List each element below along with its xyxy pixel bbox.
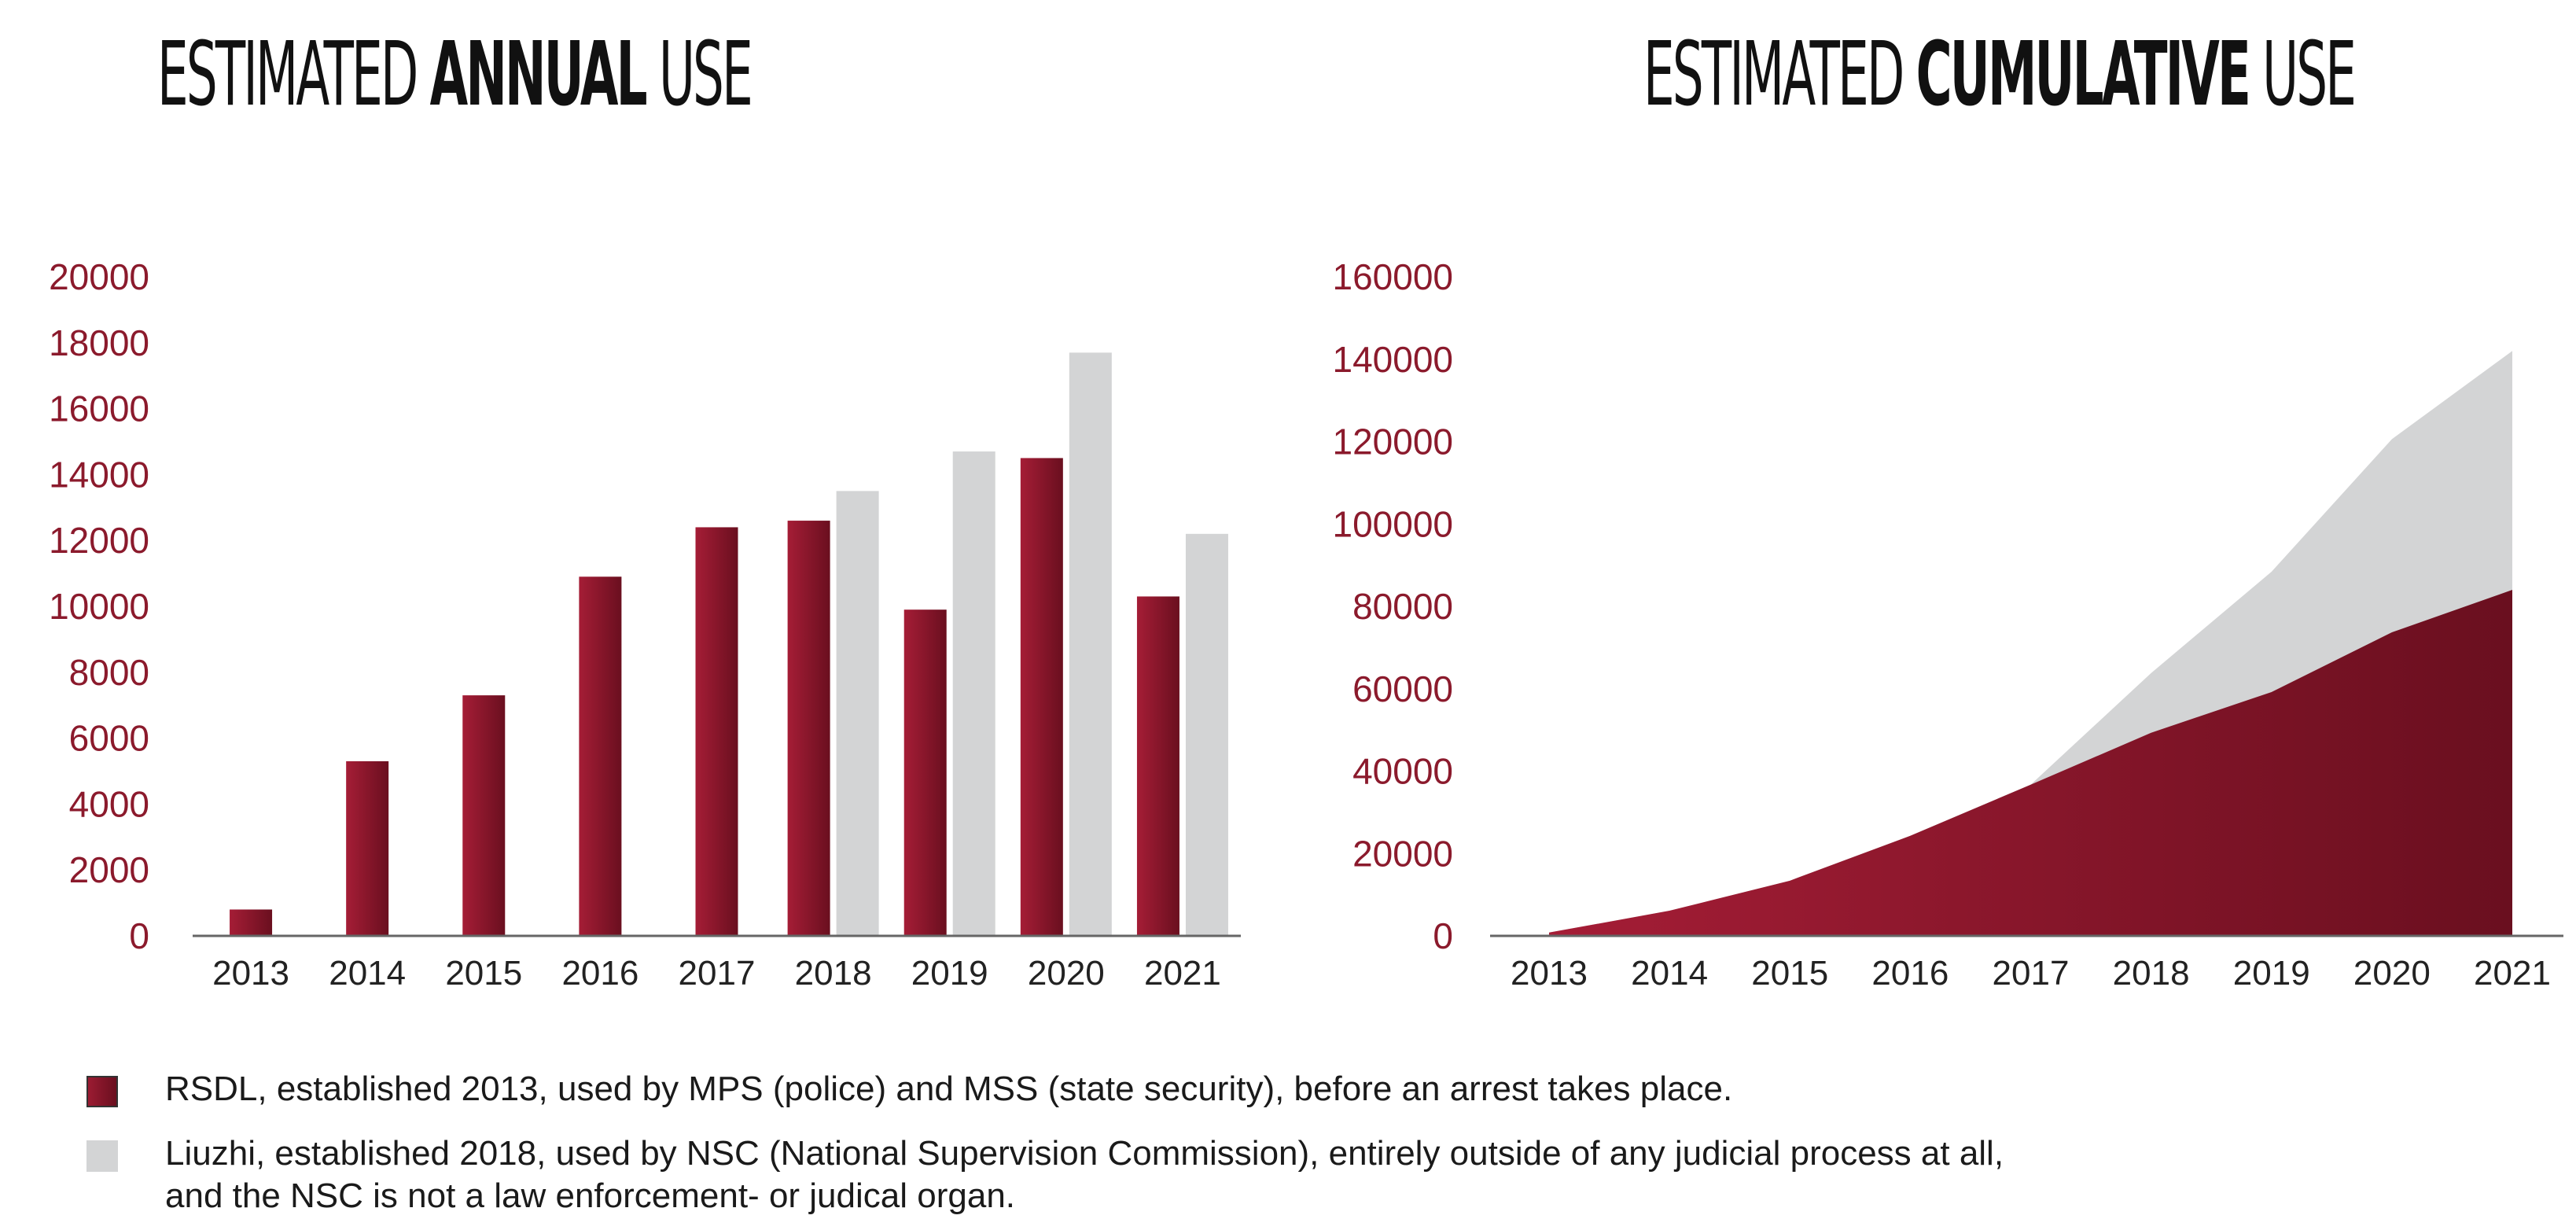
y-tick-label: 6000 [69, 718, 149, 759]
x-tick-label: 2014 [1631, 954, 1708, 992]
x-tick-label: 2021 [1144, 954, 1221, 992]
bar-liuzhi-2020 [1069, 352, 1112, 936]
legend-label-liuzhi-line1: Liuzhi, established 2018, used by NSC (N… [165, 1134, 2004, 1173]
legend-swatch-rsdl [86, 1076, 118, 1107]
y-tick-label: 2000 [69, 849, 149, 890]
x-tick-label: 2016 [561, 954, 638, 992]
y-tick-label: 100000 [1333, 503, 1454, 544]
bar-rsdl-2014 [346, 760, 389, 936]
y-tick-label: 120000 [1333, 422, 1454, 462]
x-tick-label: 2017 [1993, 954, 2070, 992]
y-tick-label: 0 [1433, 915, 1453, 956]
x-tick-label: 2015 [445, 954, 522, 992]
y-tick-label: 40000 [1352, 751, 1453, 792]
area-rsdl [1549, 590, 2512, 936]
annual-chart-title: ESTIMATED ANNUAL USE [157, 24, 753, 126]
x-tick-label: 2021 [2474, 954, 2551, 992]
x-tick-label: 2020 [1028, 954, 1105, 992]
legend-label-liuzhi-line2: and the NSC is not a law enforcement- or… [165, 1177, 1016, 1215]
legend-label-liuzhi: Liuzhi, established 2018, used by NSC (N… [165, 1132, 2004, 1217]
bar-liuzhi-2018 [836, 491, 879, 936]
x-tick-label: 2013 [212, 954, 289, 992]
cumulative-title-post: USE [2249, 24, 2357, 126]
y-tick-label: 18000 [49, 322, 149, 363]
x-tick-label: 2019 [2233, 954, 2310, 992]
cumulative-area-chart: 0 20000 40000 60000 80000 100000 120000 140000 1… [1333, 256, 2563, 992]
x-tick-label: 2016 [1871, 954, 1949, 992]
bar-rsdl-2020 [1020, 458, 1063, 936]
y-tick-label: 16000 [49, 389, 149, 429]
y-tick-label: 60000 [1352, 668, 1453, 709]
y-tick-label: 12000 [49, 520, 149, 561]
x-tick-label: 2018 [795, 954, 872, 992]
cumulative-chart-title: ESTIMATED CUMULATIVE USE [1643, 24, 2357, 126]
y-tick-label: 10000 [49, 586, 149, 627]
bar-rsdl-2013 [230, 909, 273, 936]
annual-title-bold: ANNUAL [429, 24, 648, 126]
y-tick-label: 140000 [1333, 339, 1454, 380]
legend-label-rsdl: RSDL, established 2013, used by MPS (pol… [165, 1070, 1733, 1108]
annual-bar-chart: 0 2000 4000 6000 8000 10000 12000 14000 16000 180… [49, 256, 1241, 992]
bar-rsdl-2017 [695, 527, 738, 936]
cumulative-title-bold: CUMULATIVE [1915, 24, 2251, 126]
x-tick-label: 2018 [2113, 954, 2190, 992]
y-tick-label: 20000 [1352, 833, 1453, 874]
bar-rsdl-2021 [1136, 596, 1179, 936]
bar-rsdl-2018 [787, 521, 830, 936]
y-tick-label: 14000 [49, 454, 149, 495]
bar-rsdl-2015 [462, 695, 506, 936]
legend-swatch-liuzhi [86, 1140, 118, 1172]
x-tick-label: 2019 [911, 954, 988, 992]
bar-liuzhi-2021 [1185, 533, 1228, 936]
y-tick-label: 20000 [49, 256, 149, 297]
x-tick-label: 2015 [1751, 954, 1828, 992]
y-tick-label: 0 [129, 915, 149, 956]
x-tick-label: 2017 [679, 954, 756, 992]
annual-title-post: USE [645, 24, 753, 126]
bar-liuzhi-2019 [952, 451, 995, 936]
y-tick-label: 80000 [1352, 586, 1453, 627]
annual-title-pre: ESTIMATED [157, 24, 430, 126]
y-tick-label: 160000 [1333, 256, 1454, 297]
x-tick-label: 2020 [2353, 954, 2431, 992]
bar-rsdl-2019 [903, 609, 947, 936]
bar-rsdl-2016 [579, 576, 622, 936]
cumulative-title-pre: ESTIMATED [1643, 24, 1916, 126]
x-tick-label: 2013 [1511, 954, 1588, 992]
y-tick-label: 8000 [69, 652, 149, 693]
x-tick-label: 2014 [329, 954, 406, 992]
y-tick-label: 4000 [69, 783, 149, 824]
